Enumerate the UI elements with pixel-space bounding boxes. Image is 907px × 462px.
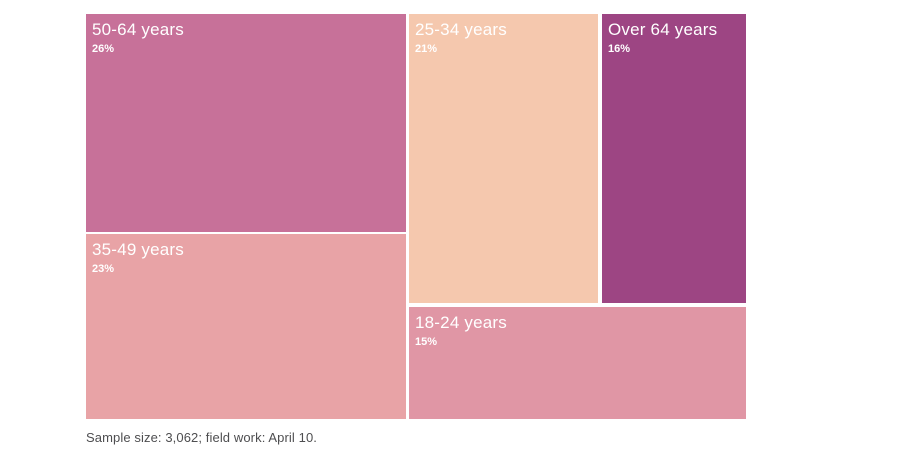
treemap-tile-25-34-years[interactable]: 25-34 years 21% bbox=[409, 14, 598, 303]
treemap-tile-50-64-years[interactable]: 50-64 years 26% bbox=[86, 14, 406, 232]
tile-label: 25-34 years bbox=[415, 20, 507, 39]
tile-percent: 23% bbox=[92, 263, 115, 275]
chart-caption: Sample size: 3,062; field work: April 10… bbox=[86, 430, 317, 445]
tile-label: Over 64 years bbox=[608, 20, 718, 39]
treemap-chart: 50-64 years 26% 35-49 years 23% 25-34 ye… bbox=[86, 14, 746, 419]
treemap-tile-over-64-years[interactable]: Over 64 years 16% bbox=[602, 14, 746, 303]
tile-percent: 26% bbox=[92, 43, 115, 55]
tile-percent: 15% bbox=[415, 336, 438, 348]
tile-label: 50-64 years bbox=[92, 20, 184, 39]
tile-percent: 21% bbox=[415, 43, 438, 55]
tile-label: 18-24 years bbox=[415, 313, 507, 332]
tile-label: 35-49 years bbox=[92, 240, 184, 259]
treemap-tile-18-24-years[interactable]: 18-24 years 15% bbox=[409, 307, 746, 419]
tile-percent: 16% bbox=[608, 43, 631, 55]
treemap-tile-35-49-years[interactable]: 35-49 years 23% bbox=[86, 234, 406, 419]
